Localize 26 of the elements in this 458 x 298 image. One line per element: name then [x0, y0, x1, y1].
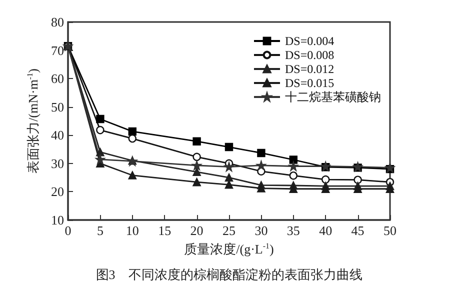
text: 图3 不同浓度的棕榈酸酯淀粉的表面张力曲线	[96, 267, 362, 282]
x-tick-label: 35	[286, 223, 300, 238]
x-tick-label: 45	[351, 223, 364, 238]
y-tick-label: 10	[51, 212, 64, 228]
y-tick-label: 20	[51, 184, 64, 200]
legend-label: DS=0.008	[285, 48, 334, 62]
x-tick-label: 50	[384, 223, 396, 238]
y-tick-label: 80	[51, 14, 64, 30]
x-tick-label: 40	[319, 223, 332, 238]
x-tick-label: 15	[158, 223, 172, 238]
x-tick-label: 5	[96, 223, 104, 238]
y-tick-label: 70	[51, 42, 64, 58]
legend-label: DS=0.004	[285, 34, 334, 48]
y-axis-title: 表面张力/(mN·m-1)	[26, 68, 40, 174]
x-tick-label: 25	[222, 223, 236, 238]
y-tick-label: 60	[51, 71, 64, 86]
legend-label: 十二烷基苯磺酸钠	[285, 90, 381, 104]
legend-label: DS=0.015	[285, 76, 334, 90]
x-tick-label: 30	[254, 223, 268, 238]
y-tick-label: 30	[51, 156, 64, 171]
y-tick-label: 50	[51, 99, 64, 114]
x-tick-label: 20	[190, 223, 204, 238]
legend-label: DS=0.012	[285, 62, 334, 76]
x-tick-label: 0	[64, 223, 72, 238]
x-tick-label: 10	[126, 223, 139, 238]
y-tick-label: 40	[51, 128, 64, 143]
